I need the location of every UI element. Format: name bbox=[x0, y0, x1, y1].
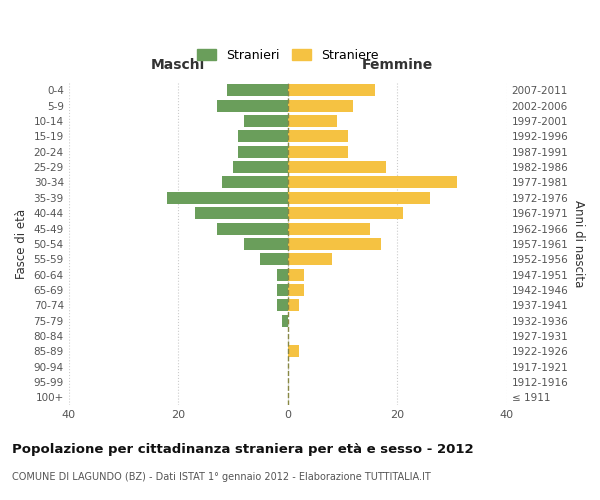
Bar bbox=[287, 176, 457, 188]
Bar bbox=[287, 84, 376, 96]
Bar bbox=[287, 238, 381, 250]
Bar bbox=[222, 176, 287, 188]
Bar bbox=[287, 130, 348, 142]
Bar bbox=[227, 84, 287, 96]
Bar bbox=[277, 268, 287, 280]
Bar bbox=[238, 130, 287, 142]
Bar bbox=[287, 346, 299, 358]
Bar bbox=[217, 222, 287, 234]
Bar bbox=[287, 192, 430, 204]
Legend: Stranieri, Straniere: Stranieri, Straniere bbox=[192, 44, 383, 67]
Y-axis label: Anni di nascita: Anni di nascita bbox=[572, 200, 585, 288]
Bar bbox=[277, 284, 287, 296]
Bar bbox=[194, 207, 287, 219]
Text: COMUNE DI LAGUNDO (BZ) - Dati ISTAT 1° gennaio 2012 - Elaborazione TUTTITALIA.IT: COMUNE DI LAGUNDO (BZ) - Dati ISTAT 1° g… bbox=[12, 472, 431, 482]
Bar bbox=[287, 268, 304, 280]
Bar bbox=[287, 207, 403, 219]
Y-axis label: Fasce di età: Fasce di età bbox=[15, 209, 28, 279]
Bar bbox=[287, 100, 353, 112]
Bar bbox=[282, 314, 287, 326]
Bar bbox=[260, 254, 287, 265]
Bar bbox=[287, 284, 304, 296]
Bar bbox=[287, 115, 337, 127]
Bar bbox=[287, 161, 386, 173]
Bar bbox=[277, 300, 287, 312]
Bar bbox=[167, 192, 287, 204]
Bar bbox=[287, 222, 370, 234]
Text: Popolazione per cittadinanza straniera per età e sesso - 2012: Popolazione per cittadinanza straniera p… bbox=[12, 442, 473, 456]
Bar bbox=[287, 146, 348, 158]
Bar bbox=[287, 254, 331, 265]
Bar bbox=[233, 161, 287, 173]
Bar bbox=[244, 238, 287, 250]
Bar bbox=[244, 115, 287, 127]
Text: Femmine: Femmine bbox=[362, 58, 433, 72]
Bar bbox=[287, 300, 299, 312]
Text: Maschi: Maschi bbox=[151, 58, 205, 72]
Bar bbox=[217, 100, 287, 112]
Bar bbox=[238, 146, 287, 158]
